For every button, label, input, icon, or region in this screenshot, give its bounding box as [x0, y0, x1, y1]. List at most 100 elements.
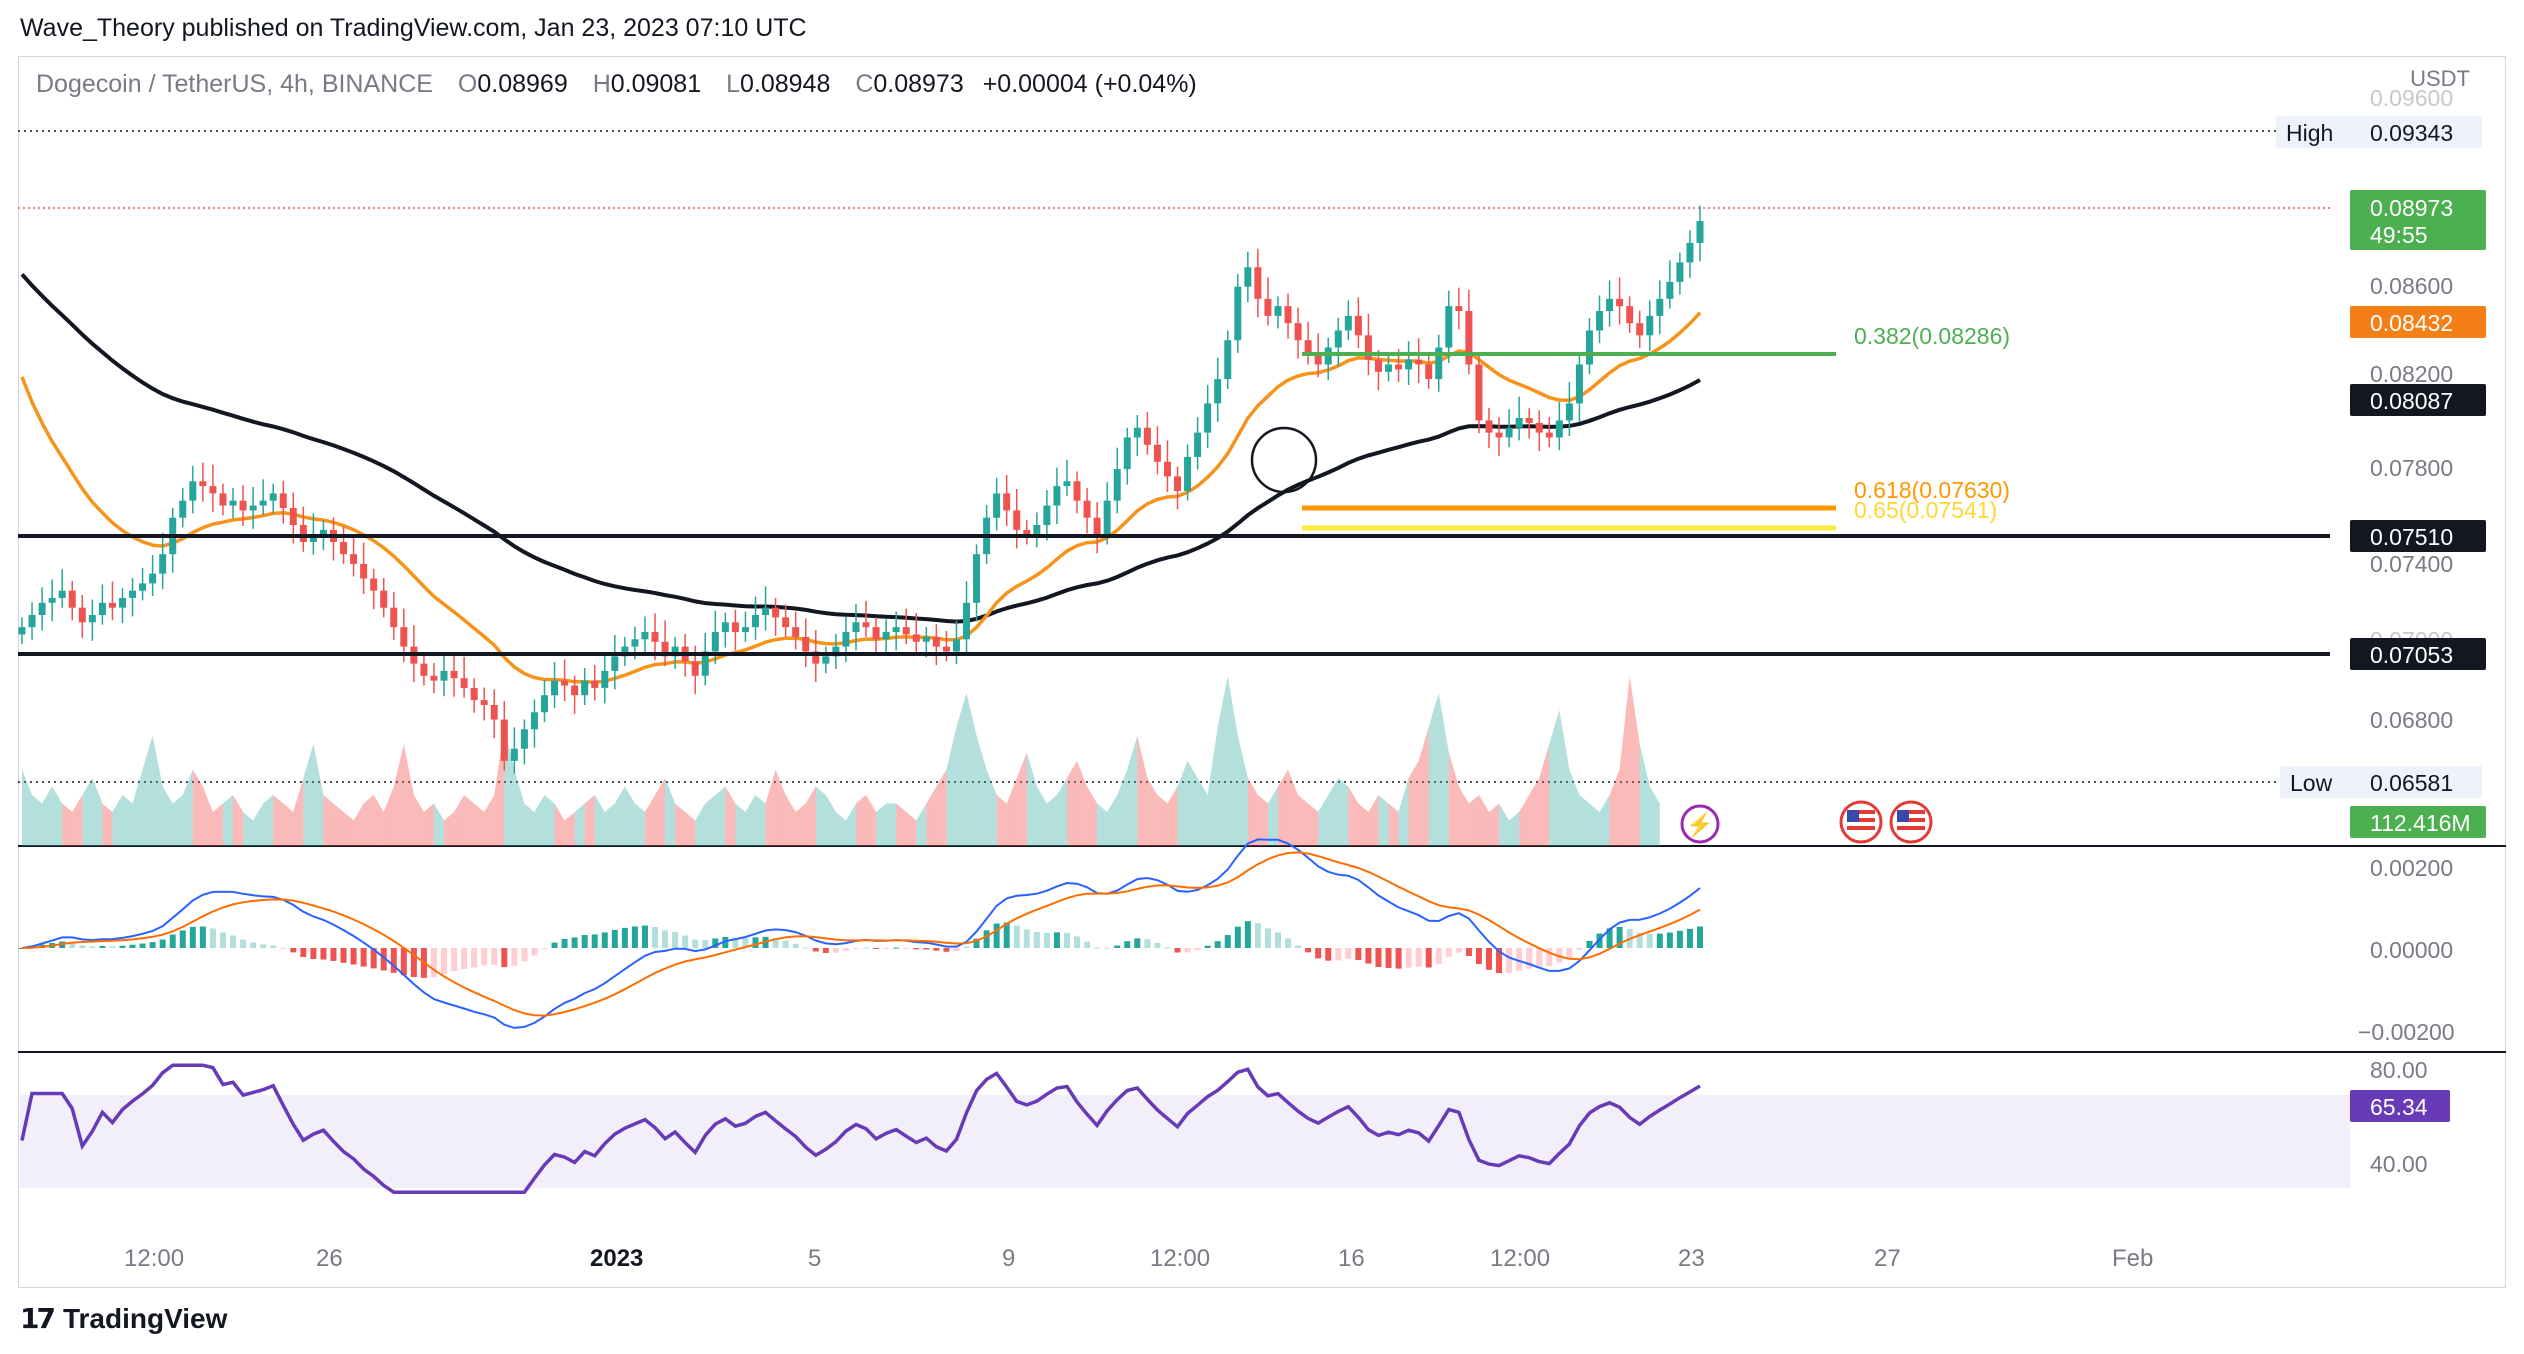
- volume-bar: [574, 803, 585, 846]
- volume-bar: [403, 744, 414, 846]
- volume-bar: [42, 786, 53, 846]
- volume-bar: [695, 803, 706, 846]
- macd-bar: [129, 944, 136, 948]
- macd-bar: [561, 938, 568, 948]
- macd-bar: [1305, 948, 1312, 953]
- macd-bar: [1697, 926, 1703, 948]
- rsi-axis[interactable]: 80.00 40.00: [2370, 1057, 2428, 1177]
- y-tick: 0.07400: [2370, 551, 2453, 577]
- macd-bar: [19, 948, 25, 949]
- candle: [792, 611, 800, 650]
- volume-bar: [966, 693, 977, 846]
- candle: [1234, 274, 1242, 353]
- candle: [902, 608, 910, 645]
- candle: [340, 526, 348, 564]
- open-label: O: [457, 70, 478, 98]
- support-2-value: 0.07053: [2370, 642, 2453, 668]
- macd-bar: [1576, 948, 1583, 950]
- candle: [1123, 427, 1131, 485]
- volume-bar: [1458, 786, 1469, 846]
- volume-bar: [1056, 778, 1067, 846]
- macd-bar: [1646, 933, 1653, 948]
- volume-bar: [986, 769, 997, 846]
- x-tick: 23: [1678, 1245, 1705, 1272]
- macd-line: [21, 838, 1701, 1029]
- volume-bar: [755, 795, 766, 846]
- macd-bar: [1616, 926, 1623, 948]
- macd-bar: [641, 925, 648, 948]
- lightning-icon[interactable]: ⚡: [1680, 804, 1720, 844]
- macd-signal-line: [21, 851, 1701, 1017]
- macd-axis[interactable]: 0.00200 0.00000 −0.00200: [2358, 855, 2455, 1045]
- macd-bar: [1234, 926, 1241, 948]
- tradingview-mark-icon: 17: [20, 1302, 56, 1335]
- us-flag-icon[interactable]: [1839, 800, 1883, 844]
- macd-bar: [702, 940, 709, 948]
- x-tick: 27: [1874, 1245, 1901, 1272]
- candle: [1616, 277, 1624, 325]
- volume-bar: [1298, 795, 1309, 846]
- volume-bar: [1308, 803, 1319, 846]
- macd-bar: [1676, 930, 1683, 948]
- volume-bar: [1217, 676, 1228, 846]
- macd-bar: [752, 937, 759, 948]
- volume-bar: [906, 812, 917, 846]
- volume-bar: [1539, 744, 1550, 846]
- low-tag-value-bg: [2356, 766, 2482, 798]
- rsi-value: 65.34: [2370, 1094, 2428, 1120]
- volume-bar: [1107, 795, 1118, 846]
- volume-bar: [634, 803, 645, 846]
- volume-bar: [1448, 752, 1459, 846]
- tradingview-logo[interactable]: 17 TradingView: [20, 1302, 227, 1335]
- currency-label: USDT: [2410, 66, 2470, 91]
- candle: [731, 609, 739, 651]
- cross-marker-circle[interactable]: [1250, 426, 1318, 494]
- macd-bar: [390, 948, 397, 973]
- candle: [490, 689, 498, 739]
- rsi-tick: 80.00: [2370, 1057, 2428, 1083]
- macd-bar: [943, 948, 950, 952]
- candle: [1073, 471, 1081, 514]
- macd-bar: [1586, 940, 1593, 948]
- us-flag-icon[interactable]: [1889, 800, 1933, 844]
- macd-bar: [1686, 928, 1693, 948]
- volume-bar: [1237, 735, 1248, 846]
- candle: [360, 542, 368, 595]
- volume-bar: [283, 803, 294, 846]
- volume-bar: [172, 795, 183, 846]
- volume-bar: [1077, 761, 1088, 846]
- macd-bar: [1566, 948, 1573, 958]
- volume-bar: [564, 812, 575, 846]
- volume-bar: [936, 769, 947, 846]
- volume-bar: [323, 795, 334, 846]
- macd-bar: [250, 942, 257, 948]
- macd-bar: [993, 923, 1000, 948]
- volume-bar: [1499, 803, 1510, 846]
- volume-bar: [474, 803, 485, 846]
- volume-bar: [1428, 693, 1439, 846]
- volume-bar: [243, 812, 254, 846]
- candle: [460, 656, 468, 698]
- macd-bar: [1134, 938, 1141, 948]
- macd-bar: [662, 930, 669, 948]
- macd-bar: [802, 947, 809, 949]
- candle: [28, 602, 36, 640]
- publisher-line: Wave_Theory published on TradingView.com…: [20, 14, 807, 42]
- candle: [721, 612, 729, 648]
- volume-bar: [82, 778, 93, 846]
- macd-bar: [692, 939, 699, 948]
- symbol-name[interactable]: Dogecoin / TetherUS, 4h, BINANCE: [36, 70, 433, 98]
- candle: [852, 603, 860, 651]
- macd-bar: [159, 939, 166, 948]
- macd-bar: [501, 948, 508, 968]
- macd-bar: [1666, 932, 1673, 948]
- candle: [973, 544, 981, 622]
- volume-bar: [1006, 778, 1017, 846]
- macd-bar: [1335, 948, 1342, 961]
- y-tick: 0.09600: [2370, 85, 2453, 111]
- macd-bar: [149, 942, 156, 948]
- time-axis[interactable]: 12:00 26 2023 5 9 12:00 16 12:00 23 27 F…: [124, 1245, 2153, 1272]
- macd-bar: [1345, 948, 1352, 959]
- candle: [1294, 307, 1302, 359]
